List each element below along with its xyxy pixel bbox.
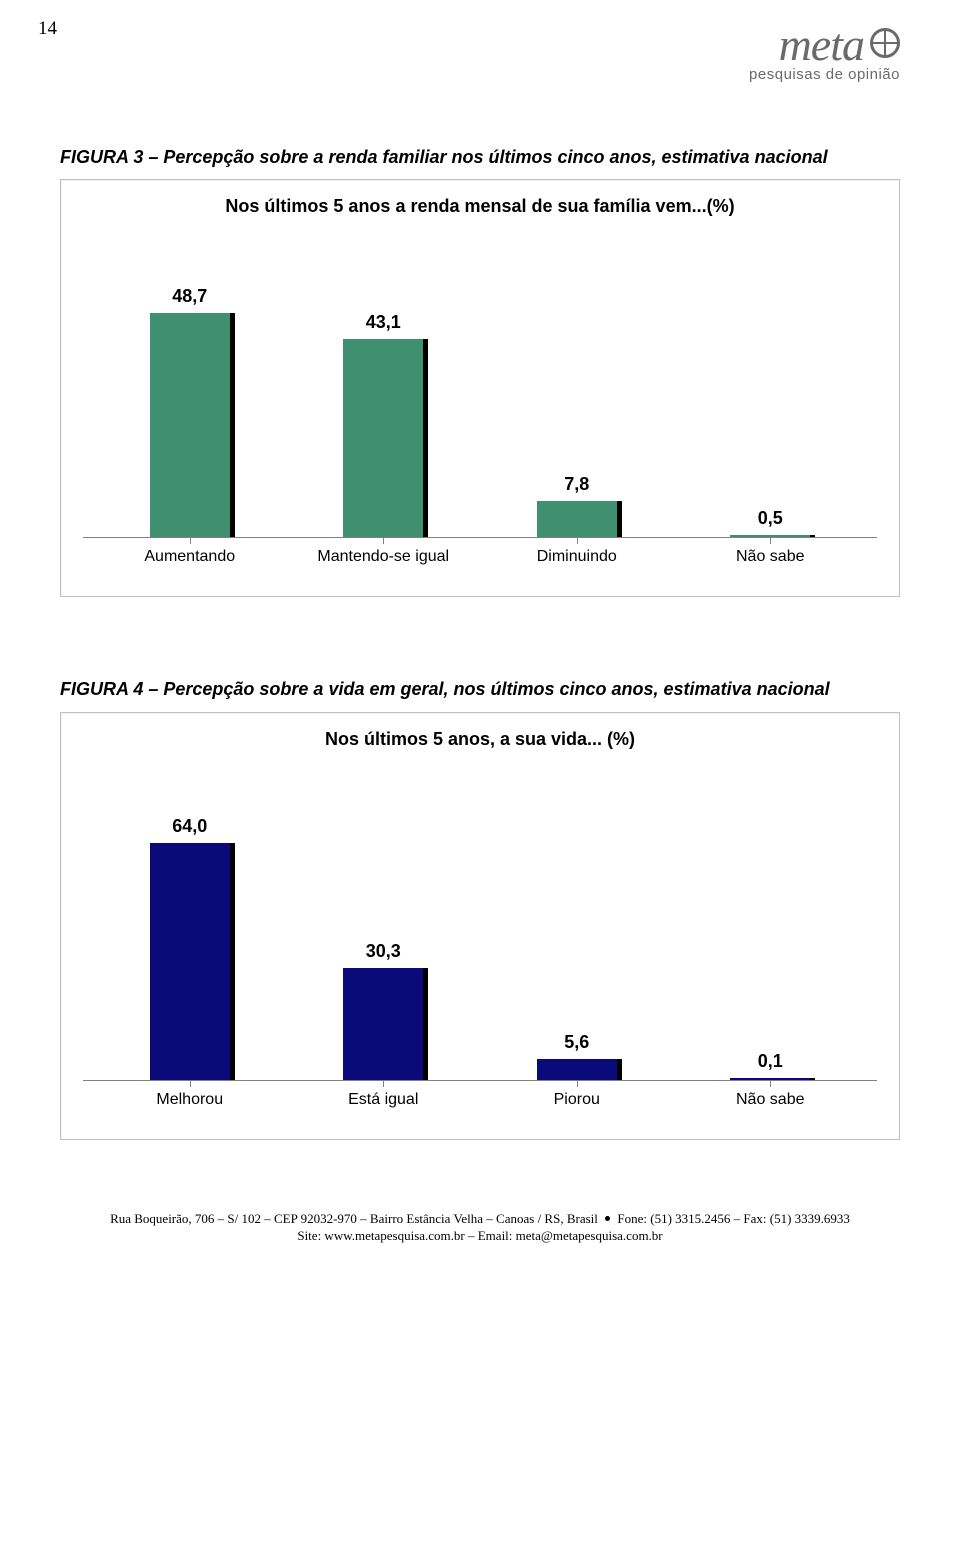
category-label: Está igual <box>287 1091 481 1109</box>
axis-tick <box>577 537 578 544</box>
bar-shadow <box>230 843 235 1079</box>
chart-title: Nos últimos 5 anos a renda mensal de sua… <box>83 196 877 217</box>
bar-value-label: 0,5 <box>758 508 783 529</box>
bar-shadow <box>423 968 428 1080</box>
figure-4-chart: Nos últimos 5 anos, a sua vida... (%) 64,… <box>60 712 900 1140</box>
footer-line-1b: Fone: (51) 3315.2456 – Fax: (51) 3339.69… <box>614 1211 850 1226</box>
bar-shadow <box>810 1078 815 1080</box>
bar-front <box>150 313 230 537</box>
category-label: Melhorou <box>93 1091 287 1109</box>
logo-subtitle: pesquisas de opinião <box>749 66 900 83</box>
page-number: 14 <box>38 18 57 40</box>
bar-shadow <box>423 339 428 537</box>
bar-shadow <box>617 1059 622 1080</box>
figure-4-label: FIGURA 4 <box>60 679 143 699</box>
category-label: Não sabe <box>674 1091 868 1109</box>
category-label: Piorou <box>480 1091 674 1109</box>
bar-cell: 0,5 <box>674 508 868 537</box>
bar-front <box>343 968 423 1080</box>
figure-4-block: FIGURA 4 – Percepção sobre a vida em ger… <box>60 677 900 1139</box>
bars-row: 48,7 43,1 7,8 0,5 <box>83 277 877 538</box>
figure-3-desc: Percepção sobre a renda familiar nos últ… <box>163 147 827 167</box>
globe-icon <box>870 28 900 58</box>
logo-block: meta pesquisas de opinião <box>749 25 900 83</box>
figure-3-chart: Nos últimos 5 anos a renda mensal de sua… <box>60 179 900 597</box>
bar-value-label: 5,6 <box>564 1032 589 1053</box>
bar-cell: 30,3 <box>287 941 481 1080</box>
bar-cell: 0,1 <box>674 1051 868 1080</box>
chart-area: 64,0 30,3 5,6 0,1 MelhorouEstá igualPiorouNã… <box>83 810 877 1109</box>
bar <box>150 843 230 1079</box>
bar <box>343 968 423 1080</box>
footer-line-1a: Rua Boqueirão, 706 – S/ 102 – CEP 92032-… <box>110 1211 601 1226</box>
category-labels-row: MelhorouEstá igualPiorouNão sabe <box>83 1081 877 1109</box>
axis-tick <box>383 1080 384 1087</box>
logo-text: meta <box>779 25 864 64</box>
category-label: Diminuindo <box>480 548 674 566</box>
axis-tick <box>770 1080 771 1087</box>
figure-3-block: FIGURA 3 – Percepção sobre a renda famil… <box>60 145 900 597</box>
figure-4-sep: – <box>143 679 163 699</box>
bar-cell: 7,8 <box>480 474 674 537</box>
figure-3-sep: – <box>143 147 163 167</box>
bar-cell: 64,0 <box>93 816 287 1079</box>
bar-value-label: 43,1 <box>366 312 401 333</box>
category-label: Mantendo-se igual <box>287 548 481 566</box>
bar-front <box>343 339 423 537</box>
bar-shadow <box>617 501 622 537</box>
bar <box>537 501 617 537</box>
bar-shadow <box>810 535 815 537</box>
bar-value-label: 0,1 <box>758 1051 783 1072</box>
bar-shadow <box>230 313 235 537</box>
category-labels-row: AumentandoMantendo-se igualDiminuindoNão… <box>83 538 877 566</box>
footer-line-1: Rua Boqueirão, 706 – S/ 102 – CEP 92032-… <box>60 1210 900 1228</box>
category-label: Não sabe <box>674 548 868 566</box>
figure-3-label: FIGURA 3 <box>60 147 143 167</box>
logo-main: meta <box>749 25 900 64</box>
bar-front <box>150 843 230 1079</box>
bar-cell: 43,1 <box>287 312 481 537</box>
bar-value-label: 7,8 <box>564 474 589 495</box>
bullet-icon <box>605 1216 610 1221</box>
page-footer: Rua Boqueirão, 706 – S/ 102 – CEP 92032-… <box>60 1210 900 1245</box>
axis-tick <box>190 537 191 544</box>
chart-title: Nos últimos 5 anos, a sua vida... (%) <box>83 729 877 750</box>
axis-tick <box>190 1080 191 1087</box>
bar-value-label: 48,7 <box>172 286 207 307</box>
bar-front <box>537 501 617 537</box>
footer-line-2: Site: www.metapesquisa.com.br – Email: m… <box>60 1227 900 1245</box>
figure-4-desc: Percepção sobre a vida em geral, nos últ… <box>163 679 829 699</box>
axis-tick <box>383 537 384 544</box>
bar-value-label: 30,3 <box>366 941 401 962</box>
chart-area: 48,7 43,1 7,8 0,5 AumentandoMantendo-se igua… <box>83 277 877 566</box>
bar <box>150 313 230 537</box>
bar-value-label: 64,0 <box>172 816 207 837</box>
figure-3-caption: FIGURA 3 – Percepção sobre a renda famil… <box>60 145 900 169</box>
axis-tick <box>577 1080 578 1087</box>
figure-4-caption: FIGURA 4 – Percepção sobre a vida em ger… <box>60 677 900 701</box>
axis-tick <box>770 537 771 544</box>
bar-cell: 48,7 <box>93 286 287 537</box>
category-label: Aumentando <box>93 548 287 566</box>
page: 14 meta pesquisas de opinião FIGURA 3 – … <box>0 0 960 1285</box>
bar <box>537 1059 617 1080</box>
bar <box>343 339 423 537</box>
bars-row: 64,0 30,3 5,6 0,1 <box>83 810 877 1081</box>
bar-front <box>537 1059 617 1080</box>
bar-cell: 5,6 <box>480 1032 674 1080</box>
